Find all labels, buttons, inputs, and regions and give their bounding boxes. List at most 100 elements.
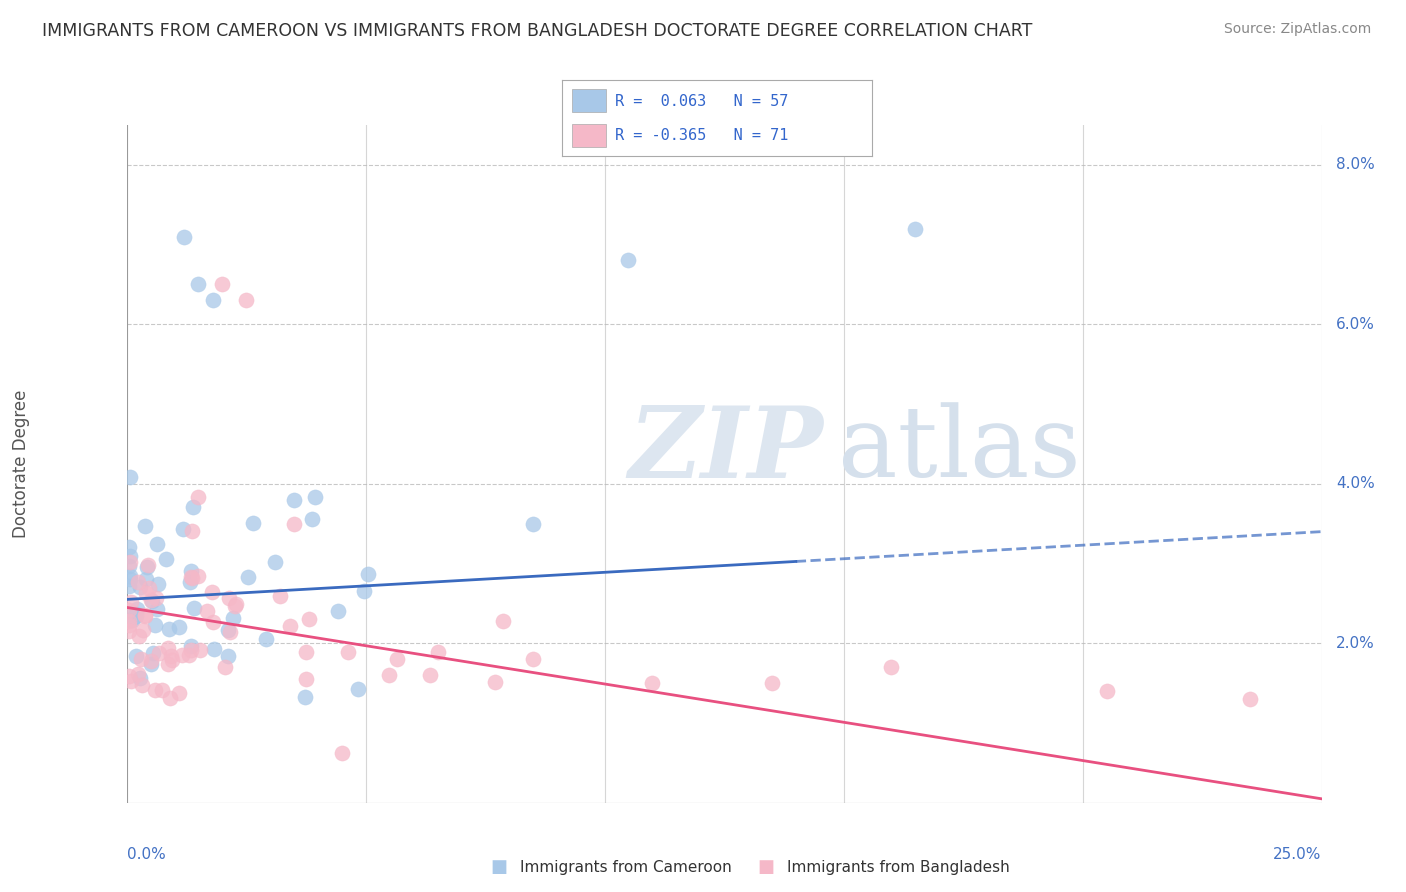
- Point: [427, 645, 450, 659]
- Point: [180, 643, 202, 657]
- Point: [138, 581, 160, 595]
- Point: [224, 599, 246, 614]
- Point: [180, 571, 202, 585]
- Point: [202, 641, 225, 656]
- Point: [294, 690, 316, 705]
- Point: [378, 668, 401, 682]
- Point: [419, 668, 441, 682]
- Point: [167, 619, 190, 633]
- Point: [242, 516, 264, 531]
- Point: [118, 624, 141, 638]
- Point: [283, 492, 305, 507]
- Point: [145, 591, 167, 606]
- Point: [222, 611, 245, 625]
- Bar: [572, 89, 606, 112]
- Point: [235, 293, 257, 308]
- Point: [353, 583, 375, 598]
- Point: [522, 652, 544, 666]
- Point: [294, 645, 316, 659]
- Point: [118, 558, 141, 573]
- Point: [173, 229, 195, 244]
- Point: [294, 672, 316, 686]
- Point: [159, 691, 181, 706]
- Point: [125, 648, 148, 663]
- Point: [120, 549, 142, 563]
- Point: [150, 683, 173, 698]
- Point: [217, 624, 239, 638]
- Text: ZIP: ZIP: [628, 402, 824, 499]
- Point: [139, 593, 162, 607]
- Point: [1095, 684, 1118, 698]
- Text: Doctorate Degree: Doctorate Degree: [13, 390, 31, 538]
- Point: [118, 607, 141, 621]
- Point: [125, 602, 148, 616]
- Point: [214, 660, 236, 674]
- Point: [211, 277, 233, 292]
- Text: ■: ■: [491, 858, 508, 876]
- Point: [180, 639, 202, 653]
- Point: [904, 221, 927, 235]
- Point: [160, 649, 183, 664]
- Point: [347, 681, 370, 696]
- Point: [336, 644, 359, 658]
- Point: [129, 671, 152, 685]
- Point: [128, 629, 150, 643]
- Point: [195, 604, 218, 618]
- Point: [146, 536, 169, 550]
- Text: Immigrants from Cameroon: Immigrants from Cameroon: [520, 860, 733, 874]
- Point: [122, 610, 145, 624]
- Point: [187, 277, 209, 292]
- Point: [269, 589, 291, 603]
- Point: [179, 575, 201, 590]
- Point: [263, 555, 285, 569]
- Point: [187, 491, 209, 505]
- Point: [278, 619, 301, 633]
- Point: [131, 678, 153, 692]
- Point: [142, 646, 165, 660]
- Text: 25.0%: 25.0%: [1274, 847, 1322, 862]
- Point: [238, 570, 260, 584]
- Point: [219, 624, 242, 639]
- Point: [180, 524, 202, 538]
- Point: [134, 609, 156, 624]
- Point: [118, 569, 141, 583]
- Point: [135, 572, 157, 586]
- Point: [385, 652, 408, 666]
- Text: ■: ■: [758, 858, 775, 876]
- Point: [160, 653, 183, 667]
- Point: [127, 666, 149, 681]
- Point: [118, 579, 141, 593]
- Point: [118, 602, 141, 616]
- Text: 6.0%: 6.0%: [1336, 317, 1375, 332]
- Point: [301, 511, 323, 525]
- Point: [172, 522, 194, 536]
- Point: [141, 657, 163, 672]
- Text: R = -0.365   N = 71: R = -0.365 N = 71: [614, 128, 789, 143]
- Point: [134, 519, 156, 533]
- Point: [202, 615, 225, 629]
- Text: atlas: atlas: [838, 402, 1080, 498]
- Point: [118, 555, 141, 569]
- Text: IMMIGRANTS FROM CAMEROON VS IMMIGRANTS FROM BANGLADESH DOCTORATE DEGREE CORRELAT: IMMIGRANTS FROM CAMEROON VS IMMIGRANTS F…: [42, 22, 1032, 40]
- Text: 4.0%: 4.0%: [1336, 476, 1375, 491]
- Point: [254, 632, 277, 647]
- Point: [172, 648, 194, 662]
- Point: [143, 683, 166, 698]
- Point: [124, 607, 146, 622]
- Point: [217, 648, 239, 663]
- Point: [180, 570, 202, 584]
- Point: [156, 657, 179, 671]
- Point: [330, 746, 353, 760]
- Point: [484, 675, 506, 690]
- Point: [880, 660, 903, 674]
- Point: [304, 490, 326, 504]
- Point: [225, 597, 247, 611]
- Point: [326, 604, 349, 618]
- Point: [124, 608, 146, 623]
- Point: [187, 568, 209, 582]
- Text: Immigrants from Bangladesh: Immigrants from Bangladesh: [787, 860, 1010, 874]
- Point: [121, 613, 143, 627]
- Point: [120, 572, 142, 586]
- Point: [132, 623, 155, 637]
- Point: [143, 618, 166, 632]
